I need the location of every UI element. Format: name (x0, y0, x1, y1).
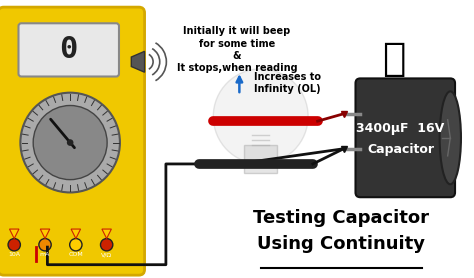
Polygon shape (71, 229, 81, 239)
Text: 10A: 10A (8, 252, 20, 257)
FancyBboxPatch shape (356, 78, 455, 197)
Polygon shape (9, 229, 19, 239)
Text: Using Continuity: Using Continuity (257, 235, 425, 253)
Circle shape (213, 69, 308, 164)
Circle shape (67, 139, 73, 146)
Text: 👍: 👍 (382, 40, 405, 78)
Polygon shape (40, 229, 50, 239)
Text: COM: COM (68, 252, 83, 257)
Text: Capacitor: Capacitor (367, 143, 434, 156)
FancyBboxPatch shape (0, 7, 145, 275)
Bar (244, 145, 277, 173)
Text: Increases to
Infinity (OL): Increases to Infinity (OL) (254, 72, 320, 94)
Circle shape (33, 105, 107, 180)
Circle shape (39, 239, 51, 251)
FancyBboxPatch shape (18, 23, 119, 76)
Text: 3400μF  16V: 3400μF 16V (356, 122, 445, 135)
Text: 0: 0 (60, 35, 78, 64)
Polygon shape (102, 229, 111, 239)
Polygon shape (131, 51, 145, 72)
Circle shape (8, 239, 20, 251)
Text: Initially it will beep
for some time
&
It stops,when reading: Initially it will beep for some time & I… (177, 26, 297, 73)
Text: Testing Capacitor: Testing Capacitor (253, 209, 429, 227)
Text: V/Ω: V/Ω (101, 252, 112, 257)
Text: mA: mA (40, 252, 50, 257)
Circle shape (70, 239, 82, 251)
Circle shape (100, 239, 113, 251)
Ellipse shape (440, 91, 461, 184)
Circle shape (20, 93, 120, 192)
